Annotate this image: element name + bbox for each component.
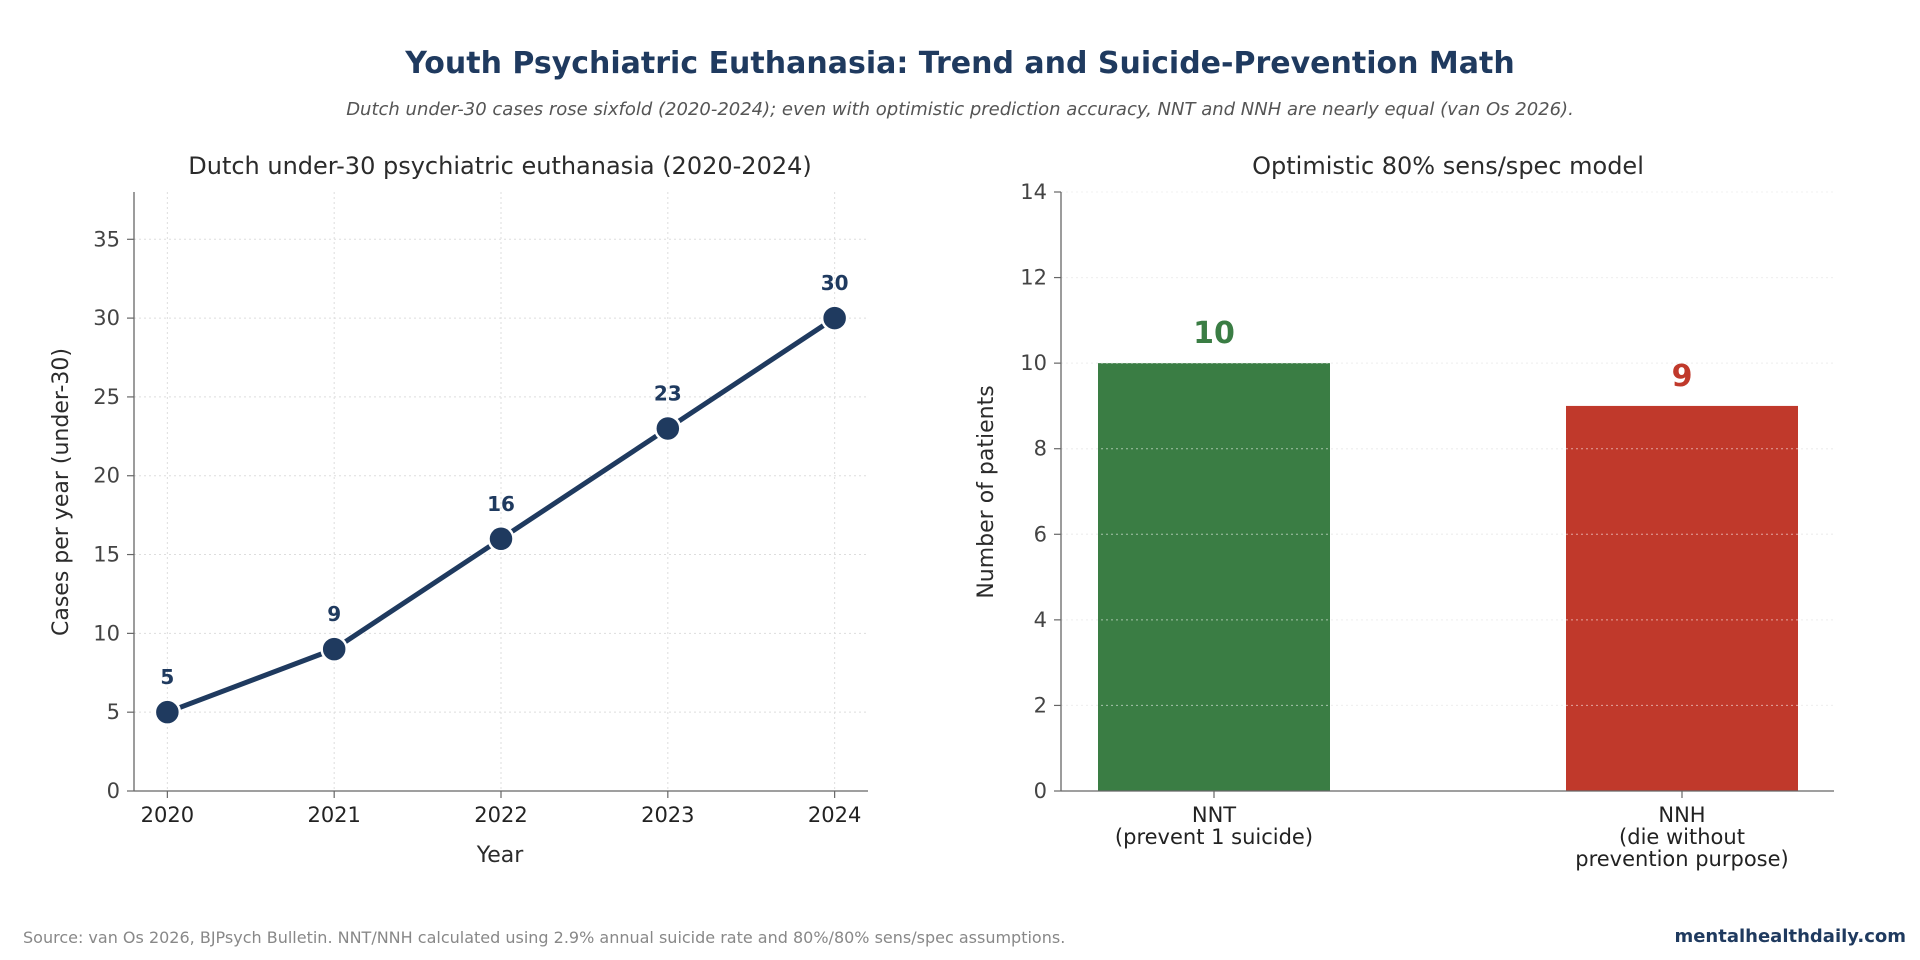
y-tick-label: 8 <box>1034 437 1047 461</box>
figure-subtitle: Dutch under-30 cases rose sixfold (2020-… <box>346 99 1574 120</box>
y-tick-label: 4 <box>1034 608 1047 632</box>
line-chart-grid <box>134 192 868 791</box>
source-note: Source: van Os 2026, BJPsych Bulletin. N… <box>23 928 1066 947</box>
data-point <box>654 414 682 443</box>
x-tick-label: 2020 <box>141 803 194 827</box>
bar-chart-axes: 0 2 4 6 8 10 12 14 NNT (prevent 1 suicide) NNH (die… <box>1020 180 1834 871</box>
y-tick-label: 30 <box>93 306 120 330</box>
bar-chart-title: Optimistic 80% sens/spec model <box>1252 152 1644 180</box>
y-tick-label: 10 <box>1020 351 1047 375</box>
y-tick-label: 0 <box>107 779 120 803</box>
bar <box>1098 363 1330 791</box>
bar-chart-y-axis-label: Number of patients <box>974 385 999 598</box>
line-chart-y-axis-label: Cases per year (under-30) <box>49 348 74 636</box>
bar-chart: 0 2 4 6 8 10 12 14 NNT (prevent 1 suicide) NNH (die… <box>974 152 1834 871</box>
data-label: 30 <box>821 271 849 295</box>
bar <box>1566 405 1798 791</box>
data-point <box>820 304 849 332</box>
bar-chart-data-labels: 10 9 <box>1193 316 1692 394</box>
y-tick-label: 14 <box>1020 180 1047 204</box>
y-tick-label: 5 <box>107 700 120 724</box>
bar-data-label: 9 <box>1672 359 1693 394</box>
data-label: 9 <box>327 602 341 626</box>
y-tick-label: 2 <box>1034 693 1047 717</box>
y-tick-label: 0 <box>1034 779 1047 803</box>
x-tick-label: 2024 <box>808 803 861 827</box>
data-point <box>153 698 182 726</box>
y-tick-label: 10 <box>93 621 120 645</box>
data-label: 23 <box>654 381 682 405</box>
data-label: 16 <box>487 492 515 516</box>
brand-link[interactable]: mentalhealthdaily.com <box>1674 926 1906 947</box>
y-tick-label: 6 <box>1034 522 1047 546</box>
bar-data-label: 10 <box>1193 316 1235 351</box>
line-chart-axes: 0 5 10 15 20 25 30 35 2020 2021 2022 2023 2024 <box>93 192 868 827</box>
line-chart: 0 5 10 15 20 25 30 35 2020 2021 2022 2023 2024 Dutch… <box>49 152 868 868</box>
line-chart-x-axis-label: Year <box>476 843 525 868</box>
bar-chart-overgrid <box>1061 191 1834 706</box>
data-label: 5 <box>160 665 174 689</box>
line-chart-marks: 5 9 16 23 30 <box>153 271 849 726</box>
y-tick-label: 20 <box>93 464 120 488</box>
x-tick-label: 2022 <box>474 803 527 827</box>
y-tick-label: 25 <box>93 385 120 409</box>
x-tick-label: NNT (prevent 1 suicide) <box>1115 803 1313 849</box>
figure-title: Youth Psychiatric Euthanasia: Trend and … <box>405 46 1515 81</box>
x-tick-label: 2023 <box>641 803 694 827</box>
x-tick-label: 2021 <box>307 803 360 827</box>
y-tick-label: 35 <box>93 227 120 251</box>
bar-chart-bars <box>1098 363 1798 791</box>
y-tick-label: 15 <box>93 543 120 567</box>
data-point <box>487 525 515 553</box>
x-tick-label: NNH (die without prevention purpose) <box>1575 803 1789 871</box>
y-tick-label: 12 <box>1020 266 1047 290</box>
line-chart-title: Dutch under-30 psychiatric euthanasia (2… <box>188 152 811 180</box>
data-point <box>320 635 348 663</box>
